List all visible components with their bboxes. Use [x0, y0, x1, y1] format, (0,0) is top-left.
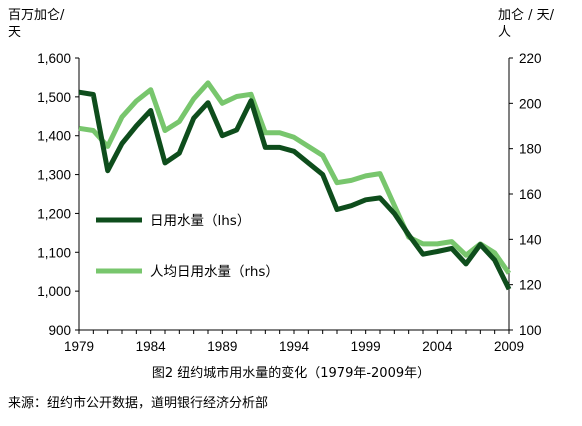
y-left-tick-label: 900 — [48, 323, 71, 338]
x-tick-label: 2009 — [494, 339, 524, 354]
chart-axes: 900 1,000 1,100 1,200 1,300 1,400 1,500 1,600 10… — [8, 8, 555, 354]
x-tick-label: 1999 — [351, 339, 381, 354]
y-left-tick-label: 1,500 — [37, 90, 71, 105]
series-line-per-capita — [78, 80, 512, 275]
chart-legend: 日用水量（lhs） 人均日用水量（rhs） — [96, 213, 279, 280]
series-line-daily-use — [78, 89, 512, 291]
y-left-tick-label: 1,600 — [37, 51, 71, 66]
y-left-tick-label: 1,000 — [37, 284, 71, 299]
y-right-tick-label: 160 — [519, 187, 542, 202]
y-left-tick-label: 1,100 — [37, 245, 71, 260]
source-note: 来源：纽约市公开数据，道明银行经济分析部 — [8, 396, 269, 411]
x-tick-label: 1989 — [207, 339, 237, 354]
y-right-unit-label: 加仑 / 天/ — [498, 8, 555, 23]
chart: 900 1,000 1,100 1,200 1,300 1,400 1,500 1,600 10… — [8, 8, 555, 354]
chart-series-layer — [78, 80, 512, 291]
x-tick-label: 1994 — [279, 339, 310, 354]
x-tick-label: 1984 — [136, 339, 167, 354]
x-tick-label: 2004 — [422, 339, 453, 354]
y-left-tick-label: 1,300 — [37, 168, 71, 183]
y-left-tick-label: 1,400 — [37, 129, 71, 144]
legend-label: 人均日用水量（rhs） — [150, 264, 279, 280]
y-right-tick-label: 140 — [519, 232, 542, 247]
figure-caption: 图2 纽约城市用水量的变化（1979年-2009年） — [151, 366, 431, 381]
y-right-tick-label: 220 — [519, 51, 542, 66]
y-left-tick-label: 1,200 — [37, 206, 71, 221]
y-right-tick-label: 100 — [519, 323, 542, 338]
y-right-tick-label: 120 — [519, 278, 542, 293]
y-right-tick-label: 180 — [519, 142, 542, 157]
legend-label: 日用水量（lhs） — [150, 213, 250, 229]
y-left-unit-label: 天 — [8, 25, 21, 40]
y-left-unit-label: 百万加仑/ — [8, 8, 65, 23]
y-right-unit-label: 人 — [498, 25, 511, 40]
x-tick-label: 1979 — [64, 339, 94, 354]
y-right-tick-label: 200 — [519, 96, 542, 111]
